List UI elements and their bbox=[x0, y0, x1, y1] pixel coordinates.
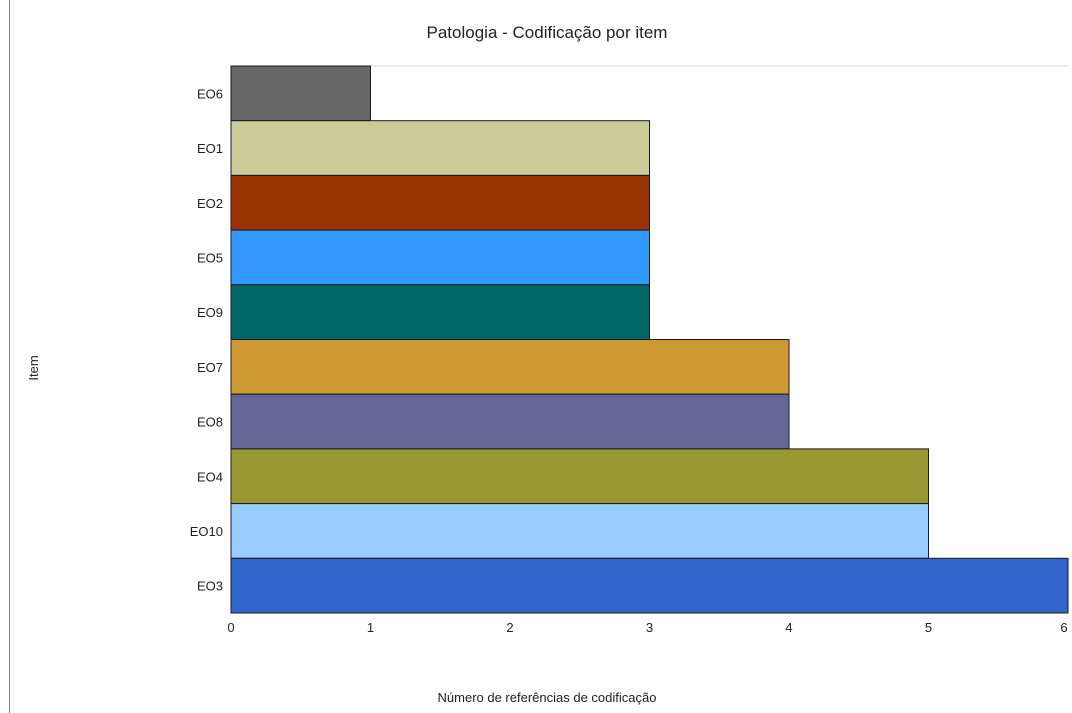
x-tick-5: 5 bbox=[925, 620, 932, 635]
category-label-eo7: EO7 bbox=[197, 360, 223, 375]
bar-eo4 bbox=[230, 448, 929, 505]
bar-eo1 bbox=[230, 120, 650, 176]
x-axis-label: Número de referências de codificação bbox=[438, 690, 657, 705]
bar-eo6 bbox=[230, 65, 371, 122]
x-tick-0: 0 bbox=[227, 620, 234, 635]
category-label-eo8: EO8 bbox=[197, 415, 223, 430]
category-label-eo5: EO5 bbox=[197, 250, 223, 265]
x-tick-2: 2 bbox=[506, 620, 513, 635]
category-label-eo9: EO9 bbox=[197, 305, 223, 320]
x-tick-1: 1 bbox=[367, 620, 374, 635]
category-label-eo2: EO2 bbox=[197, 196, 223, 211]
bar-eo5 bbox=[230, 229, 650, 286]
bar-eo7 bbox=[230, 339, 790, 395]
chart-title: Patologia - Codificação por item bbox=[427, 23, 668, 42]
bar-eo9 bbox=[230, 284, 650, 340]
category-labels: EO6 EO1 EO2 EO5 EO9 EO7 EO8 EO4 EO10 EO3 bbox=[190, 86, 223, 593]
chart-frame bbox=[9, 0, 1071, 713]
bar-eo2 bbox=[230, 174, 650, 231]
bar-eo10 bbox=[230, 503, 929, 559]
category-label-eo10: EO10 bbox=[190, 524, 223, 539]
x-tick-4: 4 bbox=[785, 620, 792, 635]
category-label-eo4: EO4 bbox=[197, 469, 223, 484]
category-label-eo6: EO6 bbox=[197, 86, 223, 101]
x-tick-6: 6 bbox=[1060, 620, 1067, 635]
x-tick-3: 3 bbox=[646, 620, 653, 635]
category-label-eo1: EO1 bbox=[197, 141, 223, 156]
x-tick-labels: 0 1 2 3 4 5 6 bbox=[227, 620, 1067, 635]
bar-eo3 bbox=[230, 557, 1069, 614]
y-axis-label: Item bbox=[26, 355, 41, 380]
bar-eo8 bbox=[230, 393, 790, 450]
category-label-eo3: EO3 bbox=[197, 579, 223, 594]
bars-group bbox=[230, 65, 1069, 614]
